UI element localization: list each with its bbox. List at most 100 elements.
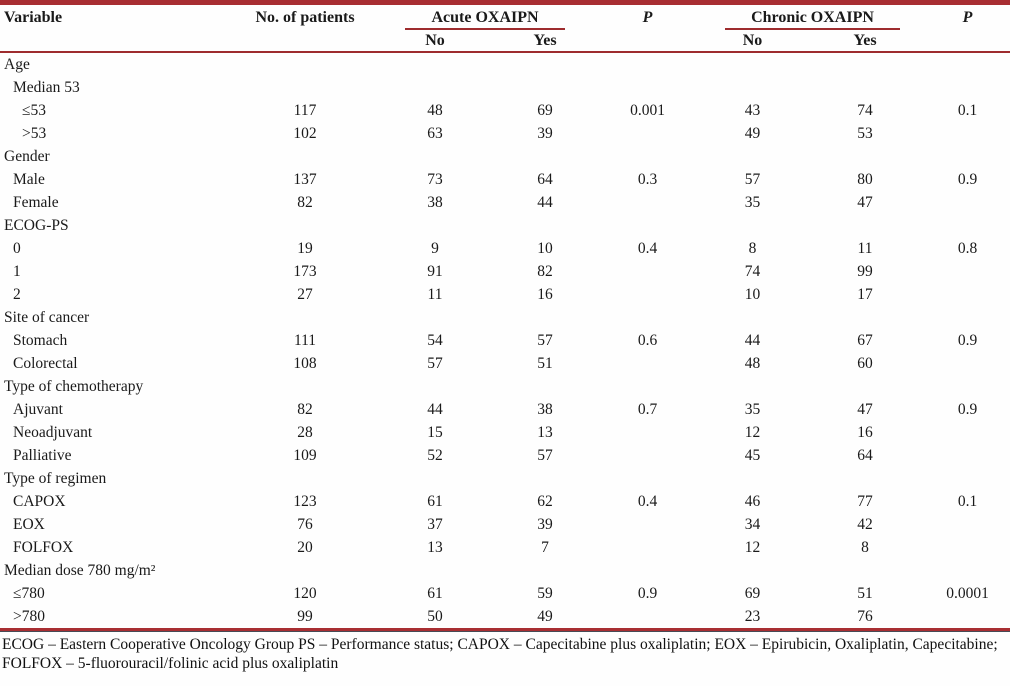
- cell-value: [495, 467, 595, 490]
- subcol-chronic-no: No: [700, 30, 805, 53]
- cell-value: 17: [857, 286, 873, 303]
- table-bottom-border: [0, 628, 1010, 632]
- cell-value: [595, 283, 700, 306]
- table-row: >53 102 63 39 49 53: [0, 122, 1010, 145]
- cell-value: 0.6: [637, 332, 658, 349]
- row-label: EOX: [13, 516, 45, 533]
- cell-value: [925, 283, 1010, 306]
- table-row: Age: [0, 52, 1010, 76]
- table-row: >780 99 50 49 23 76: [0, 605, 1010, 628]
- cell-value: [925, 352, 1010, 375]
- cell-value: [925, 52, 1010, 76]
- table-row: ≤780 120 61 59 0.9 69 51 0.0001: [0, 582, 1010, 605]
- cell-value: 61: [427, 493, 443, 510]
- cell-value: [235, 375, 375, 398]
- cell-value: 76: [857, 608, 873, 625]
- cell-value: 10: [744, 286, 761, 303]
- cell-value: [375, 76, 495, 99]
- row-label: Palliative: [13, 447, 72, 464]
- table-row: Neoadjuvant 28 15 13 12 16: [0, 421, 1010, 444]
- cell-value: 15: [427, 424, 443, 441]
- cell-value: 0.0001: [946, 585, 989, 602]
- cell-value: [925, 536, 1010, 559]
- cell-value: 57: [537, 447, 553, 464]
- row-label: ≤780: [13, 585, 45, 602]
- row-label: ≤53: [22, 102, 47, 119]
- cell-value: 0.3: [637, 171, 658, 188]
- table-row: Median 53: [0, 76, 1010, 99]
- row-label: Median dose 780 mg/m²: [4, 562, 156, 579]
- cell-value: 117: [293, 102, 317, 119]
- cell-value: [925, 76, 1010, 99]
- cell-value: [925, 559, 1010, 582]
- table-row: 1 173 91 82 74 99: [0, 260, 1010, 283]
- cell-value: [495, 559, 595, 582]
- cell-value: 11: [427, 286, 443, 303]
- cell-value: [595, 444, 700, 467]
- cell-value: 57: [427, 355, 443, 372]
- acute-oxaipn-group-label: Acute OXAIPN: [405, 7, 565, 30]
- cell-value: [595, 306, 700, 329]
- table-row: Gender: [0, 145, 1010, 168]
- cell-value: [235, 214, 375, 237]
- table-row: Site of cancer: [0, 306, 1010, 329]
- row-label: Male: [13, 171, 45, 188]
- cell-value: 8: [861, 539, 869, 556]
- row-label: Stomach: [13, 332, 68, 349]
- cell-value: [595, 52, 700, 76]
- cell-value: 0.4: [637, 493, 658, 510]
- cell-value: [235, 145, 375, 168]
- cell-value: 52: [427, 447, 443, 464]
- table-header: Variable No. of patients Acute OXAIPN P …: [0, 5, 1010, 53]
- cell-value: 57: [537, 332, 553, 349]
- table-row: EOX 76 37 39 34 42: [0, 513, 1010, 536]
- table-body: Age Median 53 ≤53 117 48 69 0.001 43 74 0.1 >53 102…: [0, 52, 1010, 628]
- cell-value: [925, 605, 1010, 628]
- cell-value: 50: [427, 608, 443, 625]
- row-label: 1: [13, 263, 21, 280]
- cell-value: 120: [293, 585, 317, 602]
- cell-value: 47: [857, 194, 873, 211]
- row-label: Neoadjuvant: [13, 424, 93, 441]
- cell-value: [805, 76, 925, 99]
- cell-value: 109: [293, 447, 317, 464]
- cell-value: 42: [857, 516, 873, 533]
- cell-value: [595, 260, 700, 283]
- cell-value: 48: [427, 102, 443, 119]
- cell-value: 102: [293, 125, 317, 142]
- cell-value: 19: [297, 240, 313, 257]
- row-label: Age: [4, 56, 30, 73]
- row-label: Type of chemotherapy: [4, 378, 144, 395]
- cell-value: 60: [857, 355, 873, 372]
- cell-value: 44: [744, 332, 761, 349]
- cell-value: 28: [297, 424, 313, 441]
- cell-value: 57: [744, 171, 761, 188]
- cell-value: [495, 306, 595, 329]
- cell-value: 76: [297, 516, 313, 533]
- table-row: 2 27 11 16 10 17: [0, 283, 1010, 306]
- col-header-p-chronic: P: [925, 5, 1010, 53]
- cell-value: 59: [537, 585, 553, 602]
- patient-characteristics-table: Variable No. of patients Acute OXAIPN P …: [0, 5, 1010, 628]
- cell-value: 74: [857, 102, 873, 119]
- row-label: Site of cancer: [4, 309, 90, 326]
- cell-value: 53: [857, 125, 873, 142]
- cell-value: [805, 559, 925, 582]
- cell-value: 13: [537, 424, 553, 441]
- cell-value: 43: [744, 102, 761, 119]
- cell-value: 74: [744, 263, 761, 280]
- cell-value: [925, 421, 1010, 444]
- cell-value: 44: [427, 401, 443, 418]
- row-label: Colorectal: [13, 355, 78, 372]
- cell-value: 38: [537, 401, 553, 418]
- cell-value: [925, 260, 1010, 283]
- cell-value: 8: [748, 240, 757, 257]
- cell-value: [495, 76, 595, 99]
- table-row: FOLFOX 20 13 7 12 8: [0, 536, 1010, 559]
- cell-value: [700, 375, 805, 398]
- cell-value: 39: [537, 125, 553, 142]
- cell-value: 108: [293, 355, 317, 372]
- cell-value: [595, 513, 700, 536]
- cell-value: 91: [427, 263, 443, 280]
